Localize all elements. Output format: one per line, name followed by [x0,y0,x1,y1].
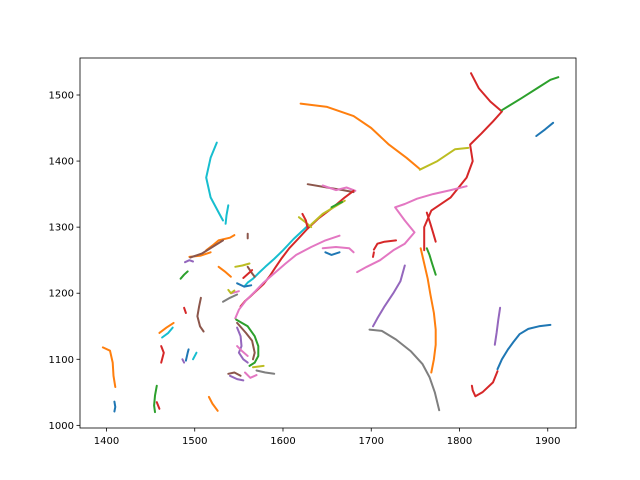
plot-frame [79,57,577,429]
series-line-4 [535,121,555,137]
series-line-47 [160,345,165,364]
x-tick-label: 1500 [182,436,207,447]
series-line-44 [196,296,205,333]
series-line-0 [299,102,421,170]
series-line-11 [234,234,341,320]
series-line-33 [179,270,189,280]
y-tick-label: 1100 [49,355,74,366]
series-line-49 [184,348,190,362]
series-layer [101,72,560,414]
series-line-20 [372,251,375,258]
series-line-38 [236,282,253,288]
series-line-32 [184,259,194,264]
x-tick-label: 1800 [447,436,472,447]
series-line-16 [321,246,355,254]
series-line-6 [224,204,230,225]
series-line-26 [493,306,502,346]
series-line-23 [419,247,437,374]
series-line-36 [234,262,251,268]
series-line-56 [255,369,276,375]
series-line-41 [222,293,239,303]
series-line-2 [423,72,503,252]
x-tick-label: 1400 [94,436,119,447]
series-line-27 [496,323,552,371]
series-line-15 [301,212,309,230]
series-line-46 [161,326,174,339]
series-line-17 [324,251,341,256]
series-line-3 [500,76,560,112]
y-tick-label: 1200 [49,289,74,300]
series-line-25 [372,264,406,328]
series-line-1 [418,146,470,171]
series-line-57 [244,371,258,379]
series-line-40 [242,269,254,279]
series-line-48 [181,358,186,364]
series-line-45 [158,321,175,334]
series-line-64 [207,395,219,412]
x-tick-label: 1900 [535,436,560,447]
series-line-59 [229,374,245,382]
axis-layer: 1400 1500 1600 1700 1800 1900 1000 1100 1200 1300… [49,91,561,448]
series-line-50 [192,351,198,361]
x-tick-label: 1700 [359,436,384,447]
series-line-34 [217,265,232,278]
y-tick-label: 1300 [49,223,74,234]
series-line-12 [297,216,313,229]
series-line-42 [227,288,236,295]
series-line-52 [236,321,256,361]
series-line-14 [330,201,344,209]
series-line-60 [101,346,117,388]
series-line-18 [356,185,468,274]
series-line-28 [470,370,499,398]
series-line-22 [425,247,437,276]
series-line-5 [205,141,224,222]
x-tick-label: 1600 [270,436,295,447]
series-line-21 [425,211,437,243]
series-line-62 [153,384,158,414]
y-tick-label: 1400 [49,157,74,168]
y-tick-label: 1000 [49,421,74,432]
series-line-39 [246,265,256,278]
series-line-10 [243,224,309,288]
y-tick-label: 1500 [49,91,74,102]
series-line-61 [113,400,117,413]
series-line-55 [252,364,265,369]
series-line-19 [372,239,397,251]
series-line-63 [155,401,161,410]
series-line-24 [368,328,441,412]
series-line-31 [189,239,224,259]
series-line-8 [321,184,357,192]
series-line-58 [227,371,242,377]
series-line-43 [183,306,187,314]
series-line-51 [235,318,260,367]
series-line-54 [236,345,249,357]
